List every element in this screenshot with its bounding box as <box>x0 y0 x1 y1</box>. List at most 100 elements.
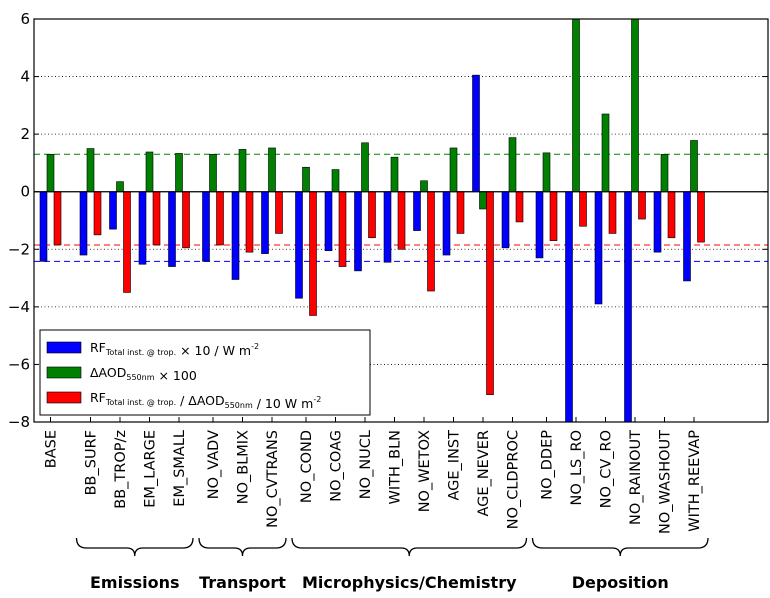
x-category-label: NO_COAG <box>329 430 345 502</box>
bar <box>535 191 544 259</box>
bar <box>368 191 376 239</box>
bar <box>565 191 573 423</box>
legend-swatch <box>46 341 82 354</box>
bar <box>601 113 610 193</box>
y-axis-ticks: −8 −6 −4 −2 0 2 4 6 <box>8 10 768 431</box>
bar <box>295 191 303 299</box>
legend-entry: ΔAOD550nm × 100 <box>90 365 197 383</box>
x-category-label: EM_LARGE <box>143 430 159 508</box>
x-category-label: NO_CVTRANS <box>265 430 281 528</box>
group-brace <box>531 537 709 557</box>
bar <box>486 191 494 395</box>
x-category-label: NO_CLDPROC <box>506 430 522 529</box>
x-category-label: BB_TROP/z <box>113 430 129 509</box>
bar <box>427 191 435 292</box>
legend-swatch <box>46 391 82 404</box>
bar <box>508 137 517 193</box>
y-tick-label: −4 <box>8 298 30 316</box>
group-brace <box>291 537 528 557</box>
legend-swatch <box>46 366 82 379</box>
bar <box>309 191 317 316</box>
group-braces: Emissions Transport Microphysics/Chemistry… <box>75 537 709 592</box>
bar <box>579 191 587 227</box>
bar <box>683 191 691 282</box>
bar <box>46 153 55 193</box>
bar <box>209 153 217 193</box>
bar <box>53 191 62 246</box>
y-tick-label: 2 <box>20 125 30 143</box>
group-brace <box>198 537 287 557</box>
legend: RFTotal inst. @ trop. × 10 / W m-2 ΔAOD55… <box>39 329 371 416</box>
x-category-label: NO_LS_RO <box>569 430 585 506</box>
bar <box>354 191 362 272</box>
x-category-label: NO_RAINOUT <box>628 430 644 525</box>
x-category-label: BASE <box>44 430 60 468</box>
x-category-label: NO_COND <box>299 430 315 503</box>
legend-entry: RFTotal inst. @ trop. / ΔAOD550nm / 10 W… <box>90 390 321 411</box>
group-label: Transport <box>199 573 286 592</box>
bar <box>653 191 662 253</box>
bar <box>261 191 269 254</box>
bar <box>479 191 487 210</box>
bar <box>109 191 117 230</box>
bar <box>383 191 392 263</box>
bar <box>501 191 510 249</box>
bar <box>175 153 183 193</box>
bar <box>397 191 406 250</box>
plot-frame <box>33 18 769 423</box>
group-label: Emissions <box>90 573 180 592</box>
y-tick-label: −6 <box>8 355 30 373</box>
bars <box>39 18 705 423</box>
bar <box>152 191 161 246</box>
x-category-label: NO_DDEP <box>540 430 556 500</box>
bar <box>86 148 95 193</box>
bar <box>361 142 369 193</box>
bar <box>594 191 603 305</box>
legend-box <box>39 329 371 416</box>
bar <box>123 191 131 293</box>
bar <box>638 191 646 220</box>
y-tick-label: 4 <box>20 68 30 86</box>
y-tick-label: −2 <box>8 240 30 258</box>
bar <box>608 191 617 234</box>
bar <box>79 191 88 256</box>
bar <box>420 180 428 193</box>
bar <box>116 181 124 193</box>
bar <box>442 191 451 256</box>
bar <box>624 191 632 423</box>
x-category-label: NO_CV_RO <box>599 430 615 508</box>
bar <box>549 191 558 241</box>
x-category-label: NO_BLMIX <box>236 430 252 504</box>
bar <box>145 151 154 193</box>
bar <box>667 191 676 239</box>
bar <box>268 147 276 193</box>
bar <box>660 153 669 193</box>
bar <box>238 149 247 193</box>
x-category-label: EM_SMALL <box>172 430 188 507</box>
bar <box>202 191 210 262</box>
bar <box>413 191 421 231</box>
x-category-label: NO_WASHOUT <box>658 430 674 534</box>
group-label: Microphysics/Chemistry <box>302 573 517 592</box>
bar <box>39 191 48 262</box>
x-category-label: WITH_BLN <box>388 430 404 505</box>
legend-entry: RFTotal inst. @ trop. × 10 / W m-2 <box>90 340 259 358</box>
bar <box>331 169 340 193</box>
bar <box>231 191 240 280</box>
bar <box>216 191 224 246</box>
bar <box>338 191 347 267</box>
bar <box>324 191 333 252</box>
bar <box>302 166 310 193</box>
bar <box>472 74 480 193</box>
x-category-label: AGE_INST <box>447 430 463 501</box>
bar <box>572 18 580 193</box>
bar <box>449 147 458 193</box>
x-category-label: NO_VADV <box>206 430 222 499</box>
bar <box>690 140 698 193</box>
y-tick-label: 6 <box>20 10 30 28</box>
bar <box>93 191 102 236</box>
bar <box>697 191 705 243</box>
x-axis-category-labels: BASE BB_SURF BB_TROP/z EM_LARGE EM_SMALL NO_V… <box>44 417 703 534</box>
bar <box>245 191 254 253</box>
